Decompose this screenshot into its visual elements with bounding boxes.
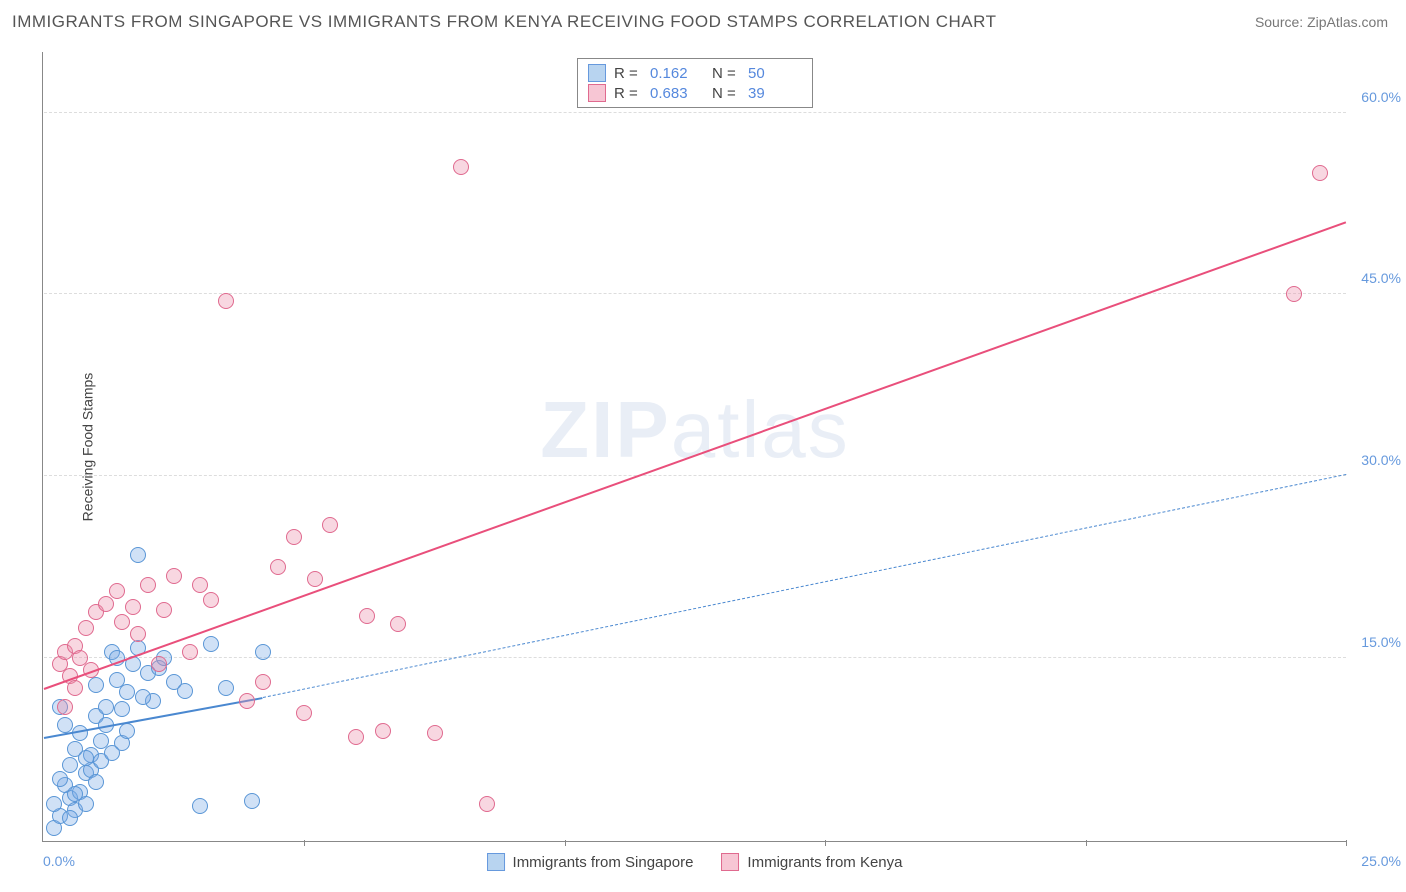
data-point [296, 705, 312, 721]
data-point [109, 583, 125, 599]
data-point [255, 644, 271, 660]
data-point [239, 693, 255, 709]
legend-n-value: 39 [748, 85, 802, 102]
data-point [119, 723, 135, 739]
legend-series-label: Immigrants from Kenya [747, 854, 902, 871]
x-tick [1346, 840, 1347, 846]
data-point [192, 577, 208, 593]
y-tick-label: 45.0% [1361, 270, 1401, 286]
data-point [78, 620, 94, 636]
data-point [390, 616, 406, 632]
data-point [255, 674, 271, 690]
data-point [114, 701, 130, 717]
data-point [88, 677, 104, 693]
legend-n-label: N = [712, 85, 740, 102]
data-point [427, 725, 443, 741]
data-point [166, 568, 182, 584]
data-point [348, 729, 364, 745]
data-point [359, 608, 375, 624]
legend-n-value: 50 [748, 65, 802, 82]
regression-line [44, 222, 1347, 691]
x-axis-max-label: 25.0% [1361, 853, 1401, 869]
y-tick-label: 30.0% [1361, 452, 1401, 468]
plot-area: ZIPatlas R =0.162N =50R =0.683N =39 15.0… [44, 52, 1346, 840]
data-point [88, 774, 104, 790]
data-point [218, 293, 234, 309]
x-tick [1086, 840, 1087, 846]
data-point [62, 810, 78, 826]
data-point [130, 547, 146, 563]
data-point [244, 793, 260, 809]
data-point [98, 699, 114, 715]
data-point [119, 684, 135, 700]
data-point [322, 517, 338, 533]
legend-stats-row: R = 0.162 N = 50 [588, 63, 802, 83]
legend-r-value: 0.683 [650, 85, 704, 102]
regression-line [263, 474, 1346, 698]
data-point [192, 798, 208, 814]
legend-swatch [487, 853, 505, 871]
data-point [135, 689, 151, 705]
data-point [156, 602, 172, 618]
legend-swatch [721, 853, 739, 871]
data-point [140, 577, 156, 593]
data-point [307, 571, 323, 587]
data-point [375, 723, 391, 739]
data-point [57, 699, 73, 715]
legend-series: Immigrants from Singapore Immigrants from… [487, 853, 903, 871]
legend-n-label: N = [712, 65, 740, 82]
data-point [218, 680, 234, 696]
gridline [44, 657, 1346, 658]
data-point [1286, 286, 1302, 302]
y-tick-label: 60.0% [1361, 89, 1401, 105]
x-tick [304, 840, 305, 846]
data-point [62, 757, 78, 773]
chart-area: Receiving Food Stamps ZIPatlas R =0.162N… [42, 52, 1346, 842]
watermark: ZIPatlas [540, 384, 849, 476]
data-point [52, 771, 68, 787]
legend-r-value: 0.162 [650, 65, 704, 82]
data-point [286, 529, 302, 545]
legend-r-label: R = [614, 85, 642, 102]
gridline [44, 293, 1346, 294]
legend-swatch [588, 84, 606, 102]
data-point [151, 656, 167, 672]
legend-swatch [588, 64, 606, 82]
chart-title: IMMIGRANTS FROM SINGAPORE VS IMMIGRANTS … [12, 12, 997, 32]
legend-r-label: R = [614, 65, 642, 82]
data-point [125, 599, 141, 615]
data-point [78, 750, 94, 766]
legend-series-label: Immigrants from Singapore [513, 854, 694, 871]
data-point [130, 626, 146, 642]
legend-series-item: Immigrants from Singapore [487, 853, 694, 871]
legend-stats-row: R = 0.683 N = 39 [588, 83, 802, 103]
data-point [479, 796, 495, 812]
y-tick-label: 15.0% [1361, 634, 1401, 650]
data-point [270, 559, 286, 575]
data-point [114, 614, 130, 630]
data-point [1312, 165, 1328, 181]
x-tick [565, 840, 566, 846]
data-point [46, 796, 62, 812]
source-attribution: Source: ZipAtlas.com [1255, 14, 1388, 30]
data-point [203, 636, 219, 652]
data-point [203, 592, 219, 608]
gridline [44, 475, 1346, 476]
legend-series-item: Immigrants from Kenya [721, 853, 902, 871]
data-point [67, 786, 83, 802]
data-point [177, 683, 193, 699]
legend-stats: R = 0.162 N = 50 R = 0.683 N = 39 [577, 58, 813, 108]
data-point [453, 159, 469, 175]
data-point [57, 717, 73, 733]
x-tick [825, 840, 826, 846]
x-axis-origin-label: 0.0% [43, 853, 75, 869]
data-point [104, 745, 120, 761]
data-point [182, 644, 198, 660]
gridline [44, 112, 1346, 113]
data-point [67, 680, 83, 696]
